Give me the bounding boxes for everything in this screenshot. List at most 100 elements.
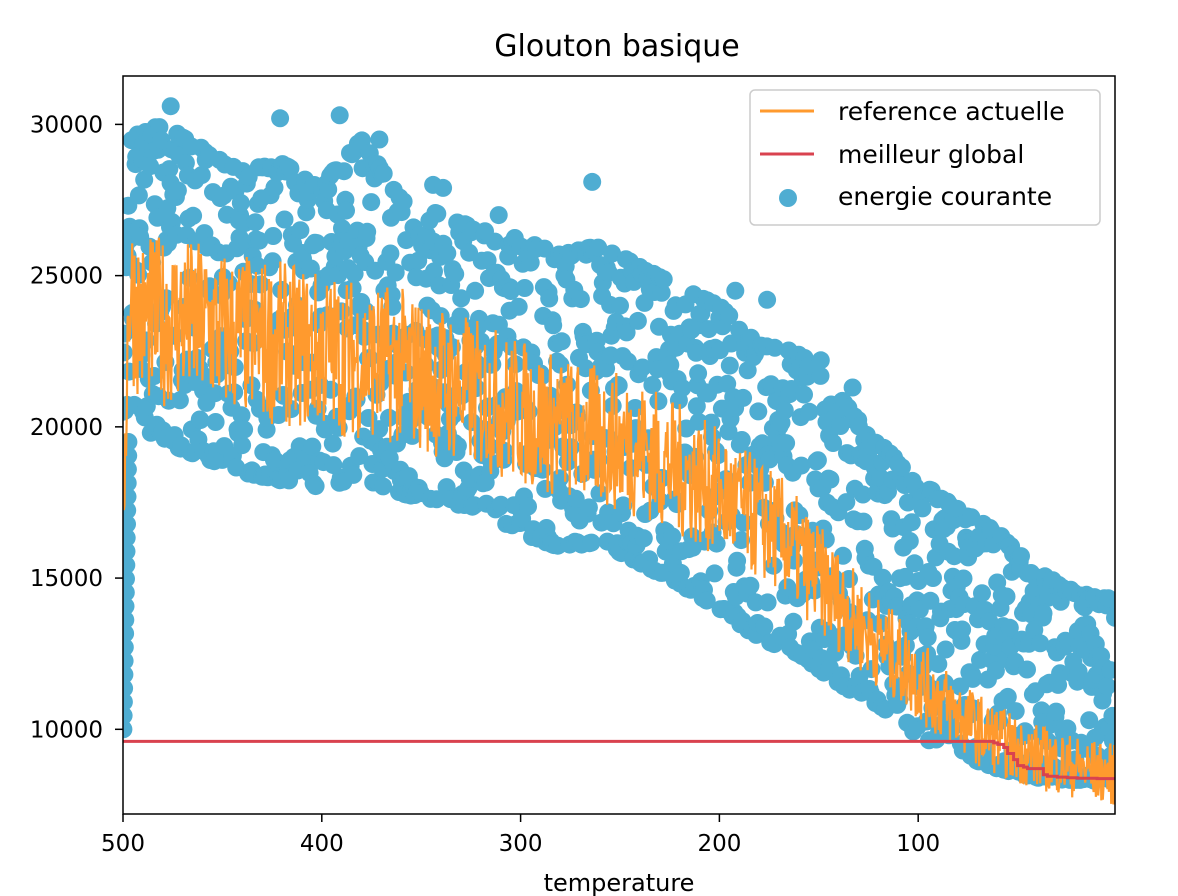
scatter-point	[123, 679, 134, 698]
scatter-point	[427, 490, 446, 509]
scatter-point	[808, 451, 827, 470]
scatter-point	[697, 591, 716, 610]
scatter-point	[509, 297, 528, 316]
scatter-point	[1099, 589, 1115, 608]
scatter-point	[1047, 702, 1066, 721]
scatter-point	[732, 431, 751, 449]
axis-ticks: 500 400 300 200 100 10000 15000 20000 25000 30000	[30, 112, 940, 857]
scatter-point	[485, 232, 504, 251]
scatter-point	[374, 164, 393, 183]
scatter-point	[689, 364, 708, 383]
scatter-point	[618, 352, 637, 371]
scatter-point	[824, 434, 843, 452]
scatter-point	[913, 499, 932, 518]
x-tick-label: 200	[697, 831, 741, 857]
scatter-point	[266, 451, 285, 470]
scatter-point	[775, 401, 794, 420]
scatter-point	[765, 338, 784, 357]
scatter-point	[123, 501, 137, 520]
scatter-point	[671, 563, 690, 582]
scatter-point	[301, 259, 320, 278]
scatter-point	[129, 186, 148, 205]
y-tick-label: 20000	[30, 415, 103, 441]
scatter-point	[734, 388, 753, 407]
scatter-point	[168, 181, 187, 200]
scatter-point	[784, 612, 803, 631]
scatter-point	[191, 411, 210, 430]
series-energie-courante	[123, 97, 1115, 790]
scatter-point	[821, 470, 840, 489]
scatter-point	[673, 379, 692, 397]
scatter-point	[370, 130, 389, 149]
scatter-point	[843, 378, 862, 397]
scatter-point	[853, 485, 872, 504]
scatter-point	[160, 160, 179, 179]
scatter-point	[330, 106, 349, 125]
scatter-point	[634, 529, 653, 548]
legend[interactable]: reference actuelle meilleur global energ…	[749, 89, 1101, 226]
legend-box	[749, 89, 1101, 226]
scatter-point	[728, 551, 747, 570]
scatter-point	[123, 610, 135, 629]
x-tick-label: 300	[499, 831, 543, 857]
scatter-point	[123, 433, 138, 451]
scatter-point	[501, 282, 520, 300]
scatter-point	[643, 376, 662, 394]
y-tick-label: 25000	[30, 264, 103, 290]
scatter-point	[758, 290, 777, 309]
scatter-point	[123, 665, 134, 684]
scatter-point	[902, 513, 921, 532]
scatter-point	[265, 178, 284, 197]
legend-swatch-energie-courante	[779, 189, 797, 207]
scatter-point	[303, 437, 322, 456]
scatter-point	[123, 474, 137, 492]
scatter-point	[963, 669, 982, 688]
scatter-point	[428, 204, 447, 223]
series-meilleur-global	[123, 739, 1115, 781]
scatter-point	[800, 402, 819, 421]
scatter-point	[741, 576, 760, 595]
scatter-point	[611, 296, 629, 315]
legend-label-meilleur-global: meilleur global	[838, 140, 1024, 169]
scatter-point	[381, 244, 400, 263]
scatter-point	[1012, 547, 1030, 566]
scatter-point	[536, 479, 555, 498]
scatter-point	[811, 351, 830, 370]
scatter-point	[291, 221, 310, 240]
scatter-point	[892, 458, 911, 477]
scatter-point	[905, 554, 924, 573]
scatter-point	[275, 210, 294, 229]
scatter-point	[552, 332, 571, 351]
plot-frame	[122, 75, 1116, 815]
scatter-point	[123, 597, 135, 616]
line-reference-actuelle	[123, 237, 1115, 805]
scatter-point	[344, 465, 363, 484]
scatter-point	[811, 366, 830, 385]
scatter-point	[231, 193, 250, 212]
scatter-point	[232, 406, 251, 425]
scatter-point	[431, 307, 450, 326]
scatter-point	[544, 316, 563, 335]
scatter-point	[264, 227, 283, 245]
scatter-point	[652, 283, 671, 302]
scatter-point	[579, 498, 598, 517]
scatter-point	[123, 706, 133, 725]
scatter-point	[720, 356, 739, 375]
scatter-point	[161, 97, 180, 116]
scatter-point	[515, 279, 534, 297]
legend-label-energie-courante: energie courante	[838, 182, 1052, 211]
scatter-point	[374, 477, 393, 496]
scatter-point	[491, 495, 510, 514]
scatter-point	[1034, 604, 1053, 623]
scatter-point	[123, 515, 136, 534]
series-reference-actuelle	[123, 237, 1115, 805]
scatter-point	[403, 426, 422, 445]
plot-area	[123, 97, 1115, 805]
scatter-point	[250, 231, 269, 250]
chart-title: Glouton basique	[494, 29, 740, 64]
scatter-point	[1000, 618, 1019, 637]
scatter-point	[1031, 634, 1050, 653]
scatter-point	[489, 206, 508, 225]
scatter-point	[936, 640, 955, 659]
x-axis-label: temperature	[544, 869, 695, 896]
